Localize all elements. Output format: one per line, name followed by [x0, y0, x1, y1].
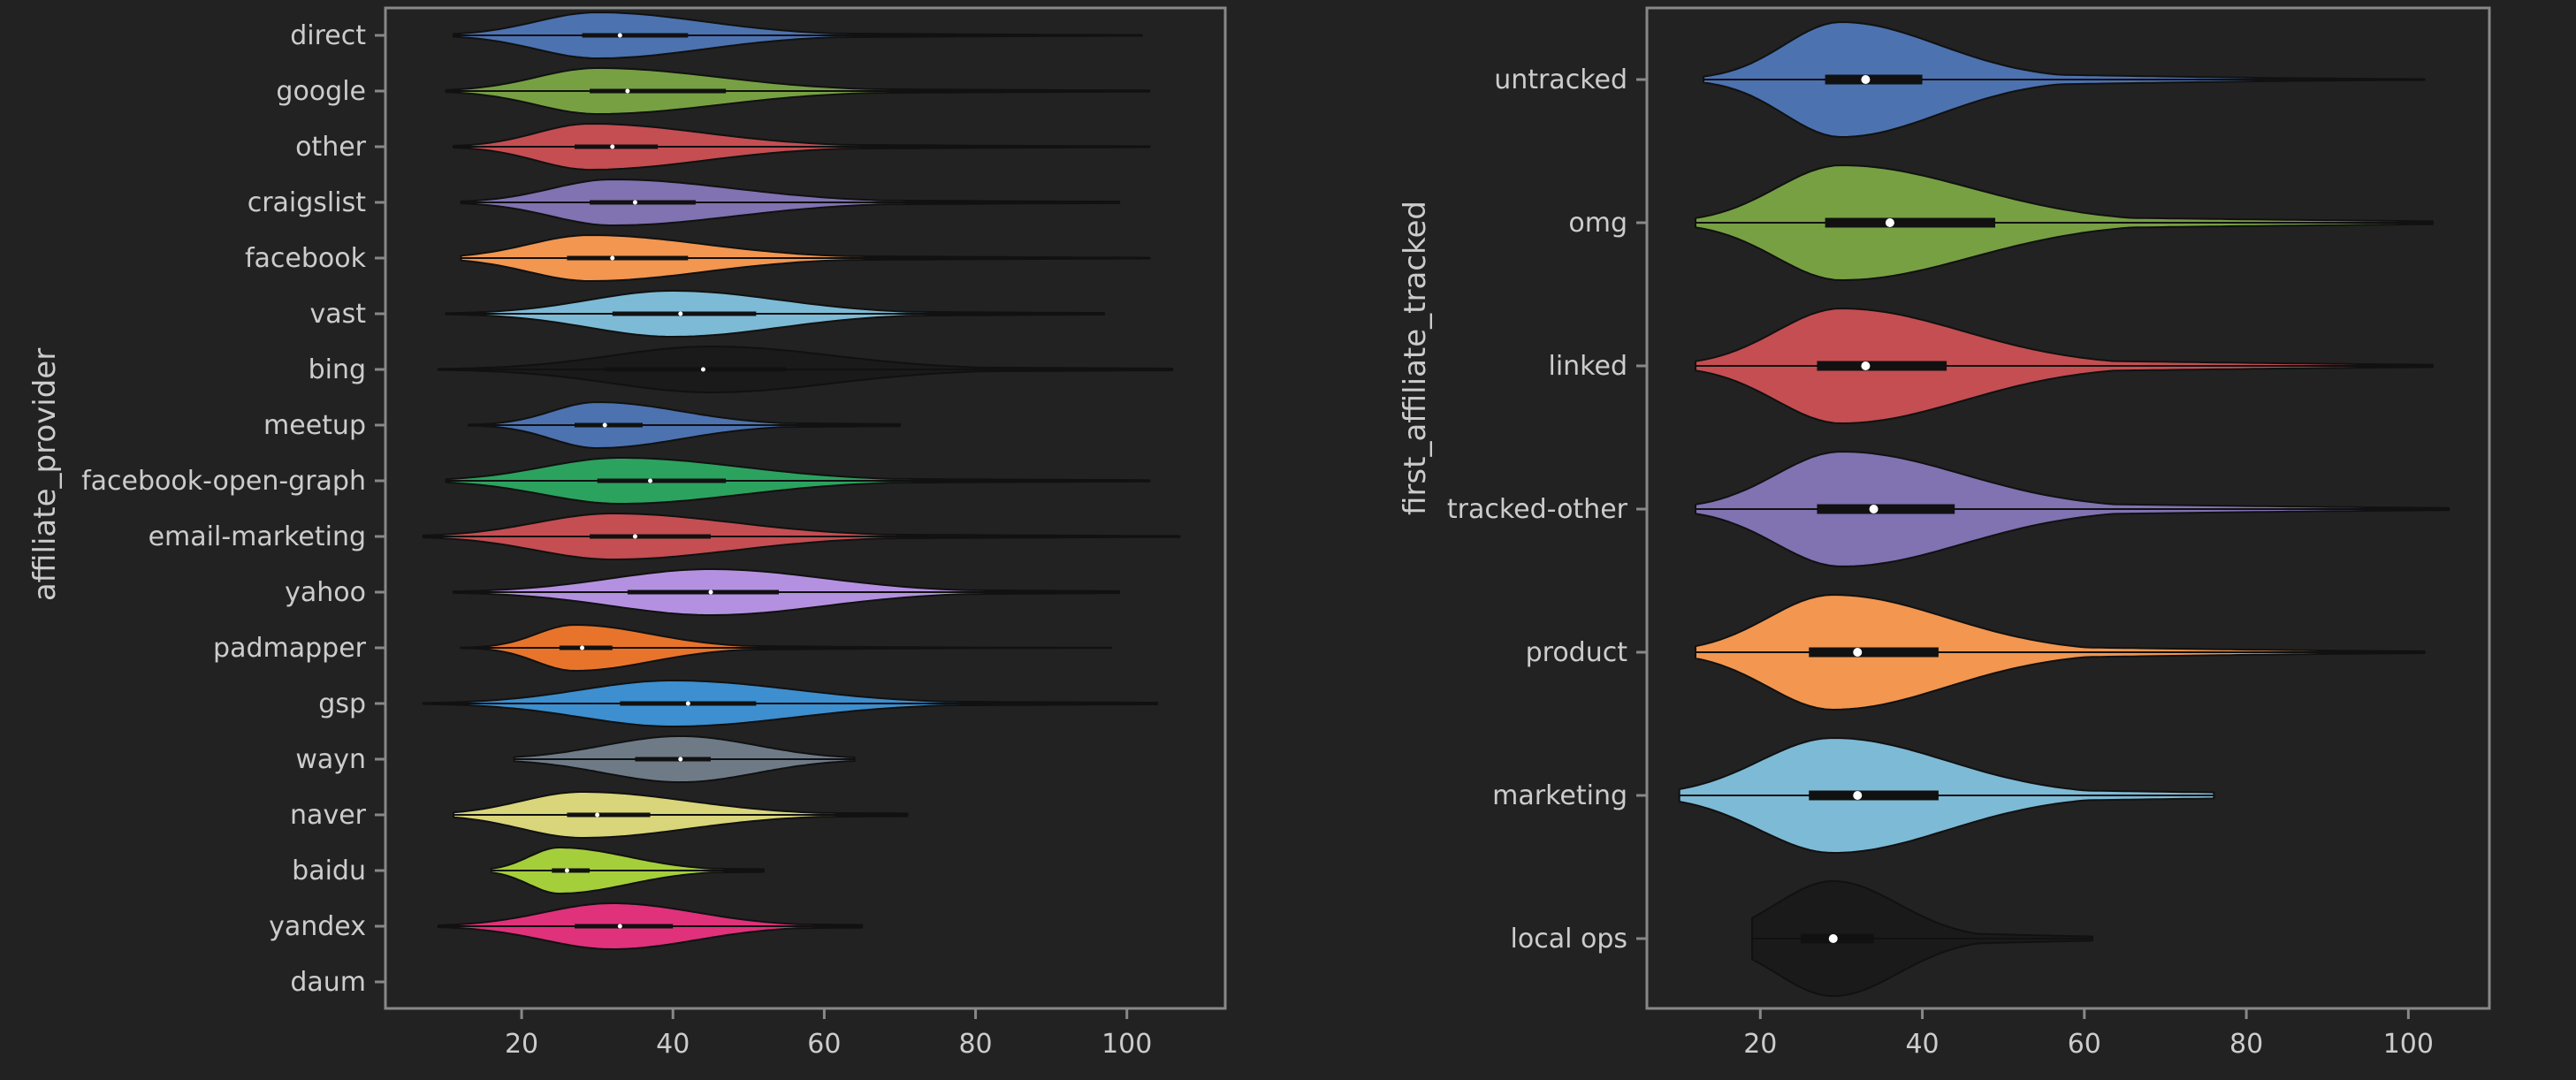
median-dot-gsp — [685, 701, 690, 706]
iqr-box-padmapper — [559, 645, 613, 650]
y-tick-label-padmapper: padmapper — [213, 633, 367, 664]
median-dot-other — [610, 144, 615, 149]
median-dot-email-marketing — [632, 534, 637, 539]
iqr-box-naver — [567, 812, 651, 818]
median-dot-craigslist — [632, 200, 637, 205]
median-dot-tracked-other — [1869, 505, 1879, 513]
median-dot-omg — [1885, 218, 1894, 227]
y-tick-label-direct: direct — [290, 20, 366, 51]
median-dot-yandex — [617, 924, 622, 929]
y-tick-label-bing: bing — [309, 354, 366, 385]
median-dot-linked — [1861, 361, 1871, 370]
left-violin-panel: 20 40 60 80 100 direct google other craigslist fa… — [27, 6, 1227, 1060]
y-tick-label-yahoo: yahoo — [285, 577, 366, 608]
iqr-box-marketing — [1809, 790, 1939, 801]
iqr-box-email-marketing — [590, 534, 712, 539]
median-dot-meetup — [602, 422, 607, 428]
y-tick-label-omg: omg — [1568, 208, 1627, 239]
y-tick-label-yandex: yandex — [269, 911, 366, 942]
iqr-box-tracked-other — [1817, 504, 1955, 514]
right-violin-panel: 20 40 60 80 100 untracked omg linked tracked-oth… — [1398, 6, 2491, 1060]
plot-frame — [384, 6, 1227, 1010]
y-tick-label-product: product — [1526, 637, 1628, 668]
median-dot-yahoo — [708, 589, 713, 595]
iqr-box-yahoo — [627, 589, 780, 595]
y-tick-label-baidu: baidu — [292, 856, 366, 886]
median-dot-marketing — [1853, 791, 1863, 800]
median-dot-wayn — [678, 757, 683, 762]
y-axis-title: first_affiliate_tracked — [1398, 201, 1433, 515]
median-dot-facebook-open-graph — [648, 478, 653, 483]
y-tick-label-linked: linked — [1549, 351, 1628, 382]
y-tick-label-daum: daum — [290, 967, 366, 998]
x-tick-label: 100 — [1101, 1029, 1152, 1060]
iqr-box-bing — [605, 367, 787, 372]
x-tick-label: 20 — [1743, 1029, 1777, 1060]
median-dot-naver — [595, 812, 600, 818]
y-axis-title: affiliate_provider — [27, 348, 63, 601]
y-tick-label-gsp: gsp — [318, 688, 366, 719]
x-tick-label: 60 — [2068, 1029, 2101, 1060]
x-tick-label: 80 — [958, 1029, 992, 1060]
median-dot-bing — [700, 367, 705, 372]
iqr-box-wayn — [635, 757, 712, 762]
y-tick-label-email-marketing: email-marketing — [149, 521, 366, 552]
y-tick-label-marketing: marketing — [1492, 780, 1627, 811]
iqr-box-google — [590, 88, 727, 94]
y-tick-label-wayn: wayn — [295, 744, 366, 775]
iqr-box-product — [1809, 647, 1939, 658]
y-tick-label-other: other — [295, 132, 367, 163]
x-tick-label: 40 — [656, 1029, 690, 1060]
iqr-box-linked — [1817, 361, 1947, 371]
iqr-box-craigslist — [590, 200, 696, 205]
iqr-box-other — [574, 144, 659, 149]
y-tick-label-local-ops: local ops — [1511, 924, 1627, 955]
y-tick-label-craigslist: craigslist — [248, 187, 367, 218]
iqr-box-yandex — [574, 924, 674, 929]
iqr-box-omg — [1825, 217, 1996, 228]
y-tick-label-naver: naver — [290, 800, 367, 831]
median-dot-baidu — [564, 868, 569, 873]
median-dot-facebook — [610, 255, 615, 261]
median-dot-untracked — [1861, 75, 1871, 84]
x-tick-label: 80 — [2229, 1029, 2263, 1060]
median-dot-direct — [617, 33, 622, 38]
median-dot-product — [1853, 648, 1863, 657]
median-dot-vast — [678, 311, 683, 316]
y-tick-label-facebook: facebook — [245, 243, 367, 274]
y-tick-label-vast: vast — [309, 299, 366, 330]
median-dot-local-ops — [1828, 934, 1838, 943]
x-tick-label: 40 — [1905, 1029, 1939, 1060]
y-tick-label-untracked: untracked — [1494, 65, 1627, 95]
x-tick-label: 20 — [505, 1029, 538, 1060]
y-tick-label-meetup: meetup — [263, 410, 366, 441]
y-tick-label-facebook-open-graph: facebook-open-graph — [81, 466, 366, 497]
y-tick-label-google: google — [276, 76, 366, 107]
y-tick-label-tracked-other: tracked-other — [1447, 494, 1628, 525]
x-tick-label: 100 — [2383, 1029, 2434, 1060]
iqr-box-facebook-open-graph — [597, 478, 727, 483]
iqr-box-meetup — [574, 422, 643, 428]
median-dot-padmapper — [580, 645, 585, 650]
x-tick-label: 60 — [807, 1029, 841, 1060]
iqr-box-facebook — [567, 255, 689, 261]
iqr-box-vast — [612, 311, 757, 316]
iqr-box-untracked — [1825, 74, 1923, 85]
iqr-box-direct — [582, 33, 689, 38]
iqr-box-baidu — [552, 868, 591, 873]
median-dot-google — [625, 88, 630, 94]
